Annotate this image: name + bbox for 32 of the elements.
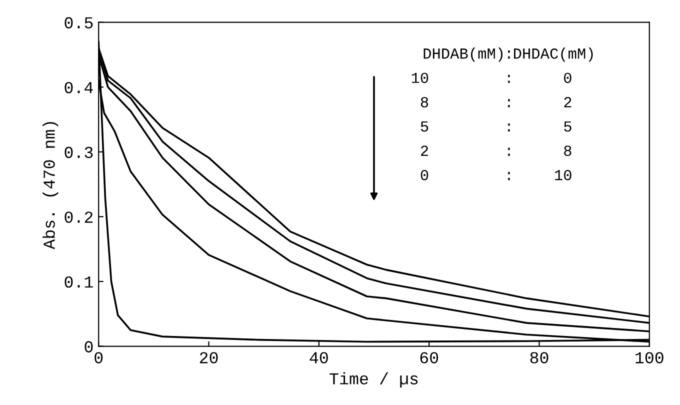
annotation: 5 [564, 121, 572, 132]
annotation: DHDAC(mM) [514, 48, 593, 62]
y-tick-label: 0.1 [64, 276, 93, 288]
y-axis-title: Abs. (470 nm) [42, 122, 58, 250]
annotation: : [508, 99, 510, 108]
annotation: 8 [420, 97, 428, 108]
x-tick-label: 20 [200, 352, 218, 364]
x-tick-label: 100 [636, 352, 664, 364]
x-tick-label: 60 [420, 352, 438, 364]
annotation: 0 [564, 72, 572, 84]
annotation: 2 [420, 146, 428, 156]
annotation: : [508, 50, 510, 59]
y-tick-label: 0 [84, 341, 93, 352]
x-tick-label: 0 [94, 352, 103, 364]
annotation: 10 [412, 72, 428, 84]
annotation: : [508, 123, 510, 132]
annotation: DHDAB(mM) [424, 48, 503, 62]
annotation: 2 [564, 97, 572, 108]
x-tick-label: 80 [530, 352, 548, 364]
annotation: : [508, 148, 510, 156]
annotation: 0 [420, 170, 428, 180]
y-tick-label: 0.2 [64, 212, 93, 223]
annotation: 5 [420, 121, 428, 132]
x-tick-label: 40 [310, 352, 328, 364]
annotation: 10 [555, 170, 572, 180]
annotation: : [508, 172, 510, 180]
annotation: 8 [564, 146, 572, 156]
x-axis-title: Time / µs [330, 372, 418, 388]
y-tick-label: 0.3 [64, 146, 93, 158]
y-tick-label: 0.4 [64, 82, 93, 94]
y-tick-label: 0.5 [64, 17, 93, 28]
annotation: : [508, 74, 510, 83]
